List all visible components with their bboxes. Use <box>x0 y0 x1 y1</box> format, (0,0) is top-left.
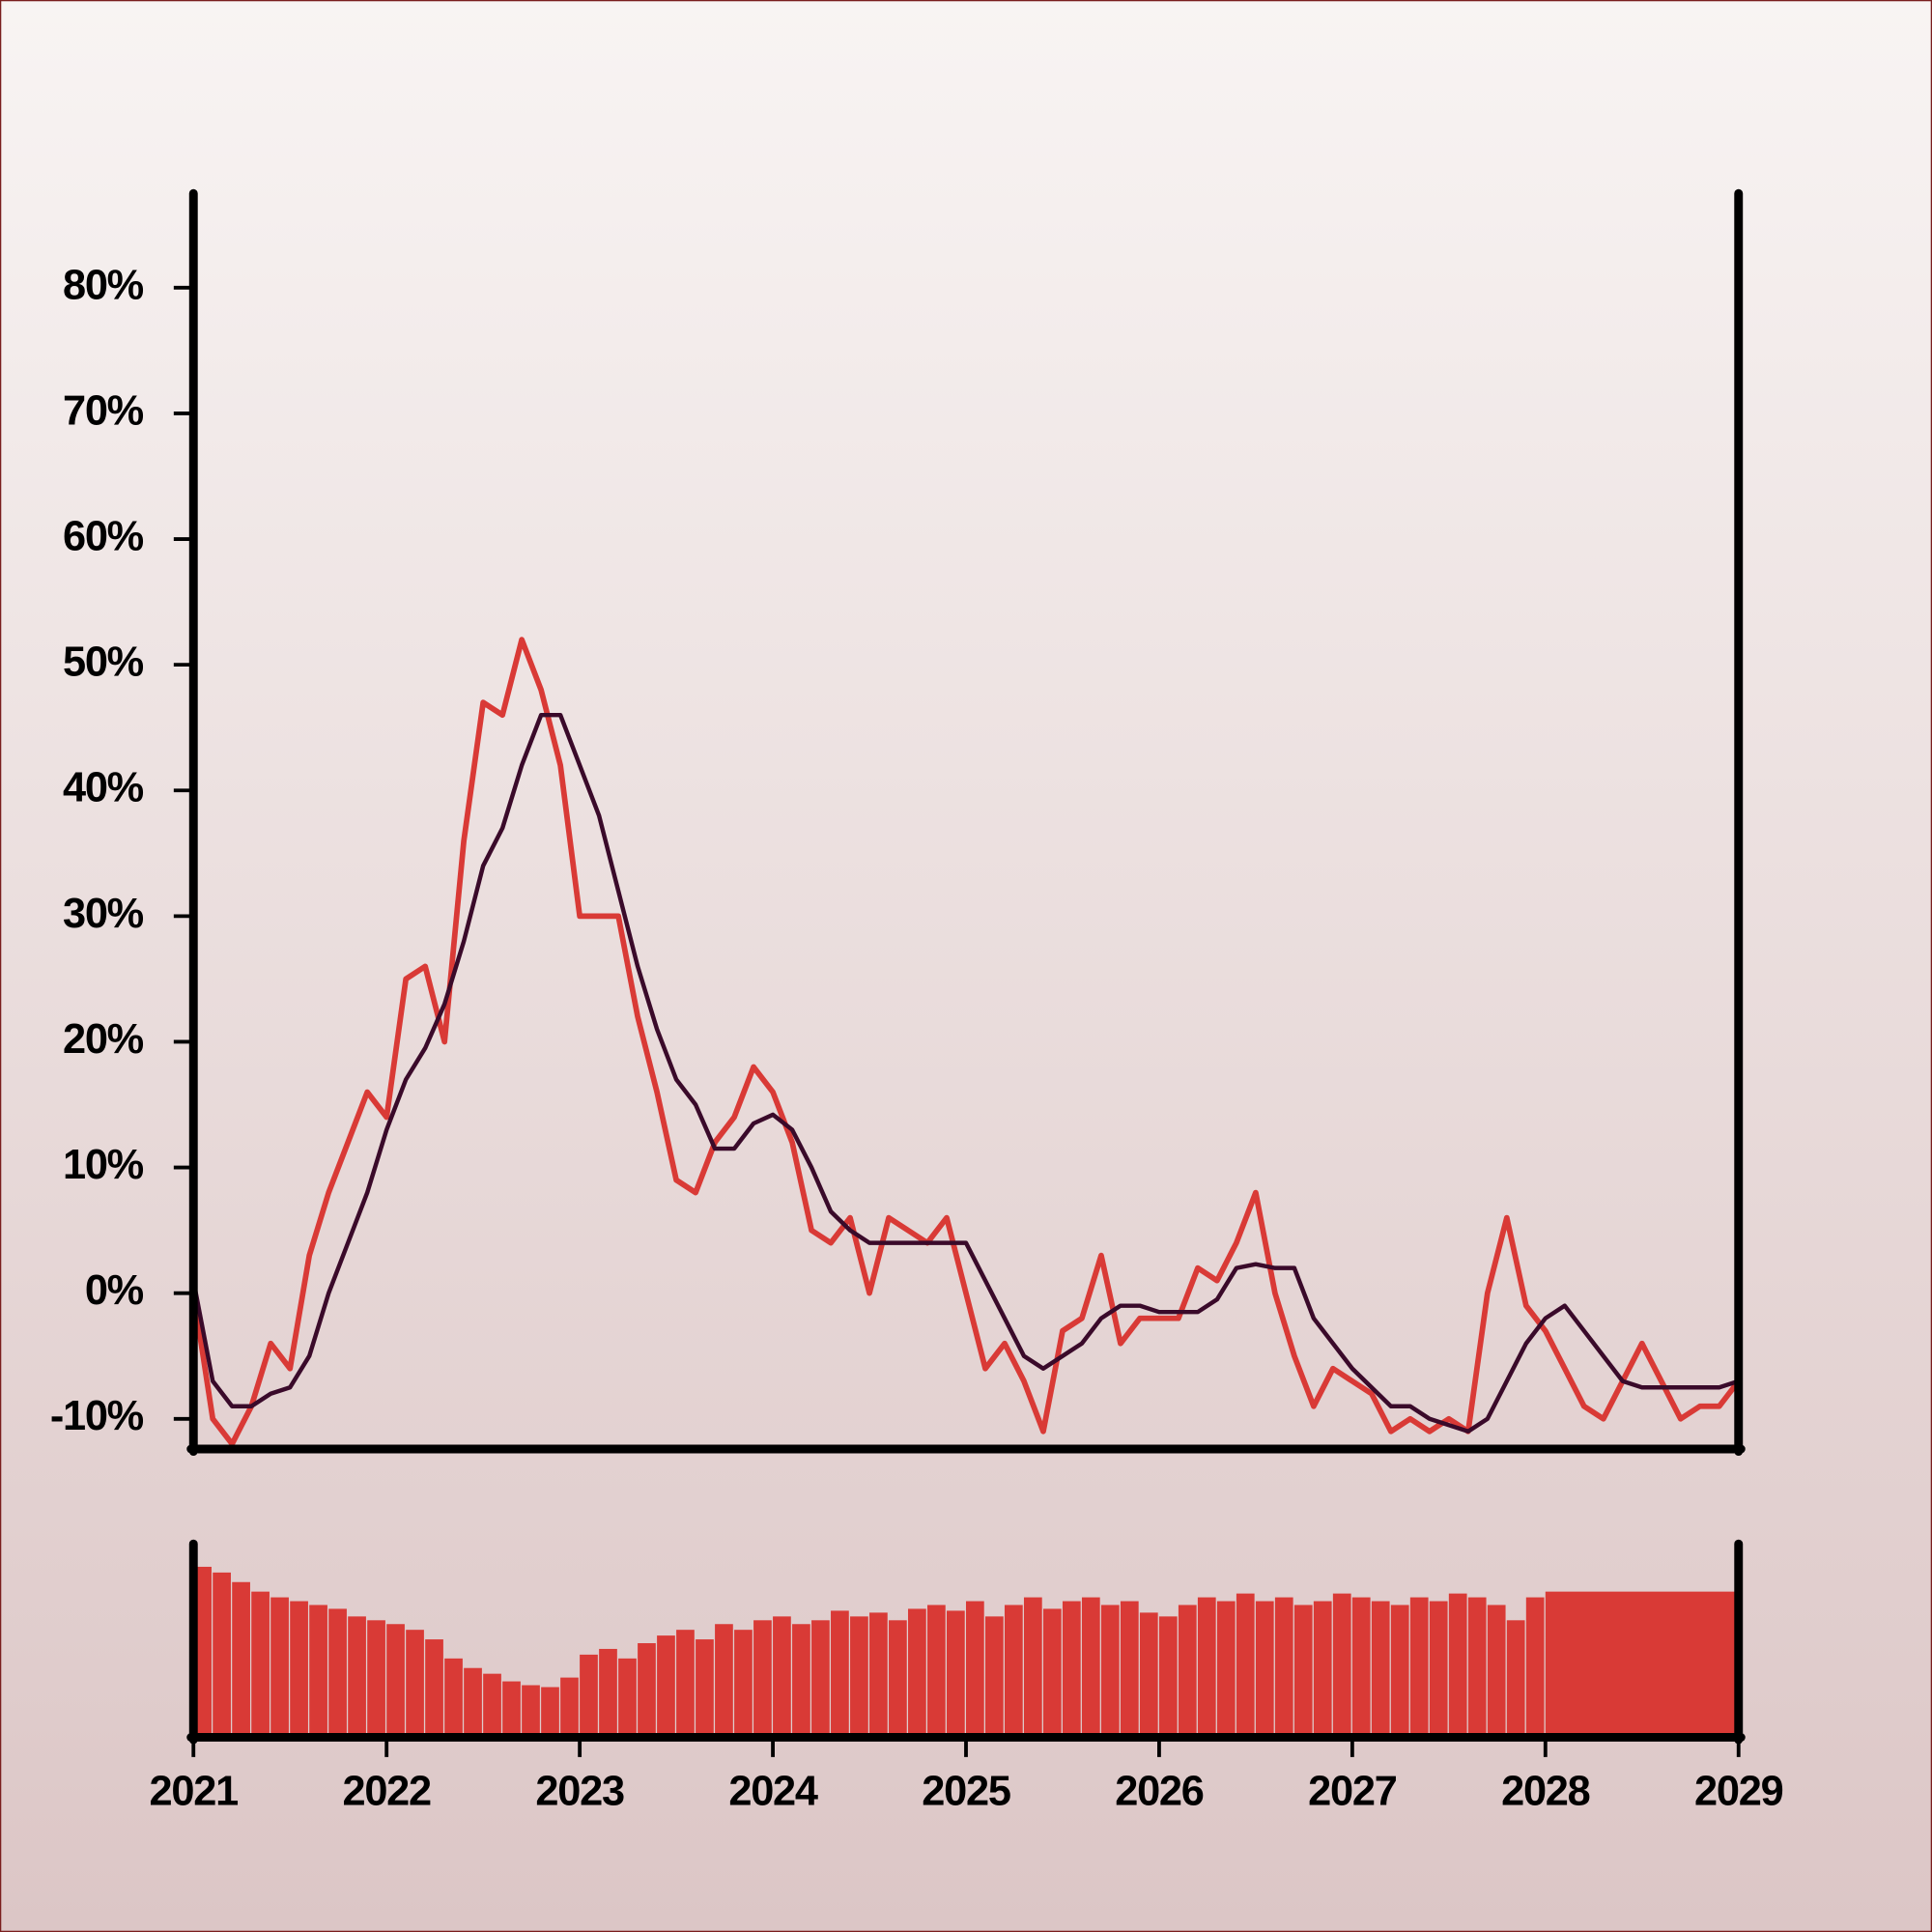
volume-bar <box>811 1620 830 1735</box>
volume-bar <box>1178 1605 1197 1735</box>
volume-bar <box>1274 1597 1293 1735</box>
volume-bar <box>947 1610 965 1735</box>
volume-bar <box>1120 1601 1139 1735</box>
x-tick-label: 2022 <box>343 1769 432 1815</box>
volume-bar <box>251 1591 270 1735</box>
volume-bar <box>1255 1601 1274 1735</box>
x-tick-label: 2021 <box>150 1769 239 1815</box>
y-tick-label: 50% <box>63 639 144 686</box>
volume-bar <box>908 1608 926 1735</box>
volume-bar <box>1525 1597 1545 1735</box>
x-tick-label: 2026 <box>1115 1769 1204 1815</box>
volume-bar <box>1293 1605 1313 1735</box>
x-tick-label: 2028 <box>1501 1769 1590 1815</box>
volume-bar <box>580 1654 598 1735</box>
volume-bar <box>483 1673 501 1735</box>
volume-bar <box>599 1648 617 1735</box>
y-tick-label: 30% <box>63 891 144 937</box>
volume-bar <box>1139 1612 1158 1735</box>
x-tick-label: 2027 <box>1308 1769 1397 1815</box>
volume-bar <box>1448 1593 1467 1735</box>
volume-bar <box>984 1616 1004 1735</box>
volume-bar <box>657 1635 675 1735</box>
volume-bar <box>1467 1597 1487 1735</box>
volume-bar <box>1313 1601 1332 1735</box>
volume-bar <box>638 1643 656 1735</box>
volume-bar <box>1004 1605 1023 1735</box>
volume-bar <box>1545 1591 1738 1735</box>
volume-bar <box>444 1658 463 1735</box>
volume-bar <box>1487 1605 1506 1735</box>
axes <box>186 188 1746 1745</box>
volume-bar <box>1236 1593 1255 1735</box>
volume-bar <box>213 1572 231 1735</box>
volume-bar <box>1351 1597 1371 1735</box>
y-tick-label: 70% <box>63 387 144 434</box>
volume-bar <box>1023 1597 1042 1735</box>
volume-bar <box>328 1608 347 1735</box>
volume-bar <box>831 1610 849 1735</box>
y-tick-label: 10% <box>63 1142 144 1188</box>
plot-area <box>193 637 1739 1447</box>
volume-bar <box>753 1620 772 1735</box>
y-tick-label: 80% <box>63 262 144 308</box>
volume-bar <box>270 1597 289 1735</box>
volume-bar <box>232 1581 250 1735</box>
volume-bar <box>1062 1601 1081 1735</box>
x-tick-label: 2024 <box>728 1769 818 1815</box>
y-tick-label: 60% <box>63 513 144 559</box>
x-tick-label: 2029 <box>1694 1769 1783 1815</box>
volume-bar <box>676 1630 695 1735</box>
volume-bar <box>1042 1608 1062 1735</box>
volume-bar <box>367 1620 385 1735</box>
volume-bar <box>734 1630 753 1735</box>
volume-bar <box>1100 1605 1120 1735</box>
volume-bar <box>1371 1601 1390 1735</box>
series-line <box>193 637 1739 1447</box>
volume-bar <box>290 1601 308 1735</box>
volume-bar <box>792 1624 810 1735</box>
volume-bar <box>1197 1597 1216 1735</box>
y-tick-label: 20% <box>63 1016 144 1063</box>
volume-bar <box>193 1566 212 1735</box>
volume-bar <box>560 1677 579 1735</box>
volume-bar <box>309 1605 327 1735</box>
series-line <box>193 712 1739 1435</box>
volume-bar <box>715 1624 733 1735</box>
volume-bar <box>869 1612 888 1735</box>
volume-bar <box>464 1667 482 1735</box>
volume-bar <box>850 1616 868 1735</box>
volume-bar <box>1158 1616 1178 1735</box>
x-tick-label: 2025 <box>922 1769 1010 1815</box>
volume-bar <box>1506 1620 1525 1735</box>
volume-bar <box>889 1620 907 1735</box>
volume-bar <box>406 1630 424 1735</box>
volume-bar <box>696 1639 714 1735</box>
volume-bar <box>966 1601 984 1735</box>
volume-bar <box>1429 1601 1448 1735</box>
volume-bar <box>1332 1593 1351 1735</box>
volume-bar <box>502 1681 521 1735</box>
y-tick-label: 40% <box>63 765 144 811</box>
volume-bar <box>927 1605 946 1735</box>
volume-bar <box>541 1687 559 1735</box>
volume-bar <box>773 1616 791 1735</box>
volume-bar <box>618 1658 637 1735</box>
volume-bar <box>348 1616 366 1735</box>
y-tick-label: -10% <box>50 1393 144 1439</box>
volume-bar <box>1409 1597 1429 1735</box>
y-tick-label: 0% <box>85 1267 144 1314</box>
volume-bar <box>522 1685 540 1735</box>
volume-bar <box>1216 1601 1236 1735</box>
volume-bar <box>1390 1605 1409 1735</box>
volume-bar <box>386 1624 405 1735</box>
volume-panel <box>193 1566 1738 1735</box>
volume-bar <box>1081 1597 1100 1735</box>
volume-bar <box>425 1639 443 1735</box>
x-tick-label: 2023 <box>535 1769 624 1815</box>
